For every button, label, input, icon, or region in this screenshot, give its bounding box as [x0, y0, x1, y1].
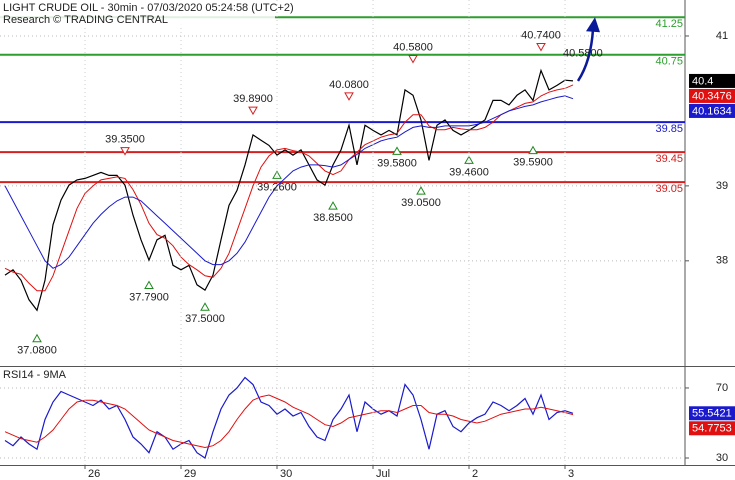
swing-low-marker: [464, 155, 474, 164]
x-tick-label: Jul: [376, 468, 390, 480]
x-tick-label: 3: [568, 468, 574, 480]
swing-high-label: 40.5800: [393, 41, 433, 53]
swing-high-label: 40.7400: [521, 29, 561, 41]
swing-low-label: 39.0500: [401, 197, 441, 209]
swing-low-marker: [392, 146, 402, 155]
forecast-arrowhead: [586, 17, 600, 33]
price-badge-label: 40.3476: [692, 90, 732, 102]
series-line: [4, 376, 574, 459]
price-badge: [689, 73, 735, 88]
rsi-title: RSI14 - 9MA: [3, 369, 67, 381]
price-badge: [689, 406, 735, 421]
swing-low-marker: [528, 145, 538, 155]
swing-low-label: 38.8500: [313, 212, 353, 224]
x-tick-label: 2: [472, 468, 478, 480]
swing-high-label: 39.8900: [233, 93, 273, 105]
y-tick-label: 30: [716, 452, 728, 464]
x-tick-label: 26: [88, 468, 100, 480]
y-tick-label: 38: [716, 255, 728, 267]
swing-low-label: 39.2600: [257, 181, 297, 193]
swing-low-label: 39.5900: [513, 157, 553, 169]
series-line: [4, 95, 574, 269]
arrow-label: 40.5800: [563, 48, 603, 60]
price-badge: [689, 421, 735, 436]
forecast-arrow: [576, 29, 595, 82]
swing-low-label: 37.7900: [129, 291, 169, 303]
level-label: 40.75: [655, 56, 683, 68]
swing-low-marker: [416, 186, 426, 195]
swing-low-label: 37.0800: [17, 345, 57, 357]
price-badge-label: 40.1634: [692, 105, 732, 117]
swing-high-label: 39.3500: [105, 134, 145, 146]
swing-low-marker: [144, 280, 154, 290]
level-label: 39.85: [655, 123, 683, 135]
level-label: 39.45: [655, 153, 683, 165]
price-badge-label: 55.5421: [692, 408, 732, 420]
y-tick-label: 39: [716, 180, 728, 192]
swing-high-marker: [248, 106, 258, 116]
series-line: [4, 84, 574, 292]
price-badge: [689, 88, 735, 103]
chart-subtitle: Research © TRADING CENTRAL: [3, 14, 168, 26]
price-badge-label: 54.7753: [692, 423, 732, 435]
x-tick-label: 30: [280, 468, 292, 480]
swing-low-marker: [328, 201, 338, 210]
price-badge-label: 40.4: [692, 75, 713, 87]
price-badge: [689, 103, 735, 118]
level-label: 41.25: [655, 18, 683, 30]
series-line: [4, 394, 574, 449]
chart-title: LIGHT CRUDE OIL - 30min - 07/03/2020 05:…: [3, 2, 294, 14]
title-background: [0, 0, 275, 27]
y-tick-label: 70: [716, 382, 728, 394]
swing-high-marker: [120, 147, 130, 156]
y-tick-label: 41: [716, 30, 728, 42]
swing-low-label: 39.5800: [377, 157, 417, 169]
x-tick-label: 29: [184, 468, 196, 480]
swing-high-marker: [344, 92, 354, 101]
swing-low-label: 37.5000: [185, 313, 225, 325]
swing-high-marker: [408, 54, 418, 64]
swing-low-marker: [32, 333, 42, 343]
swing-high-label: 40.0800: [329, 79, 369, 91]
swing-high-marker: [536, 42, 546, 52]
swing-low-marker: [200, 302, 210, 311]
swing-low-marker: [272, 170, 282, 179]
level-label: 39.05: [655, 183, 683, 195]
